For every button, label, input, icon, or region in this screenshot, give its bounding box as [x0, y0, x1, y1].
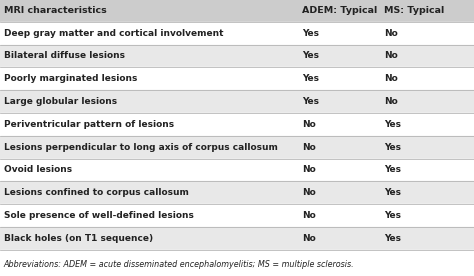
Text: No: No [384, 97, 398, 106]
Bar [0, 136, 474, 158]
Text: No: No [384, 74, 398, 83]
Text: Bilateral diffuse lesions: Bilateral diffuse lesions [4, 51, 125, 60]
Text: Yes: Yes [384, 143, 401, 152]
Text: ADEM: Typical: ADEM: Typical [302, 6, 378, 15]
Text: Periventricular pattern of lesions: Periventricular pattern of lesions [4, 120, 174, 129]
Text: Yes: Yes [302, 97, 319, 106]
Text: Sole presence of well-defined lesions: Sole presence of well-defined lesions [4, 211, 194, 220]
Text: Yes: Yes [302, 51, 319, 60]
Text: Yes: Yes [384, 234, 401, 243]
Text: Ovoid lesions: Ovoid lesions [4, 165, 72, 174]
Text: Poorly marginated lesions: Poorly marginated lesions [4, 74, 137, 83]
Text: No: No [384, 51, 398, 60]
Bar [0, 113, 474, 136]
Text: No: No [384, 29, 398, 38]
Bar [0, 67, 474, 90]
Text: Black holes (on T1 sequence): Black holes (on T1 sequence) [4, 234, 153, 243]
Text: Yes: Yes [384, 165, 401, 174]
Bar [0, 181, 474, 204]
Text: Yes: Yes [302, 29, 319, 38]
Text: Lesions confined to corpus callosum: Lesions confined to corpus callosum [4, 188, 189, 197]
Text: MS: Typical: MS: Typical [384, 6, 444, 15]
Bar [0, 44, 474, 67]
Text: Lesions perpendicular to long axis of corpus callosum: Lesions perpendicular to long axis of co… [4, 143, 278, 152]
Text: Yes: Yes [384, 120, 401, 129]
Bar [0, 158, 474, 181]
Text: Abbreviations: ADEM = acute disseminated encephalomyelitis; MS = multiple sclero: Abbreviations: ADEM = acute disseminated… [4, 260, 355, 269]
Text: No: No [302, 211, 316, 220]
Text: Deep gray matter and cortical involvement: Deep gray matter and cortical involvemen… [4, 29, 223, 38]
Text: No: No [302, 165, 316, 174]
Bar [0, 0, 474, 22]
Text: No: No [302, 143, 316, 152]
Text: Yes: Yes [384, 188, 401, 197]
Bar [0, 250, 474, 276]
Text: Yes: Yes [302, 74, 319, 83]
Text: No: No [302, 120, 316, 129]
Bar [0, 204, 474, 227]
Bar [0, 90, 474, 113]
Text: MRI characteristics: MRI characteristics [4, 6, 107, 15]
Bar [0, 227, 474, 250]
Text: Large globular lesions: Large globular lesions [4, 97, 117, 106]
Text: No: No [302, 234, 316, 243]
Bar [0, 22, 474, 44]
Text: Yes: Yes [384, 211, 401, 220]
Text: No: No [302, 188, 316, 197]
